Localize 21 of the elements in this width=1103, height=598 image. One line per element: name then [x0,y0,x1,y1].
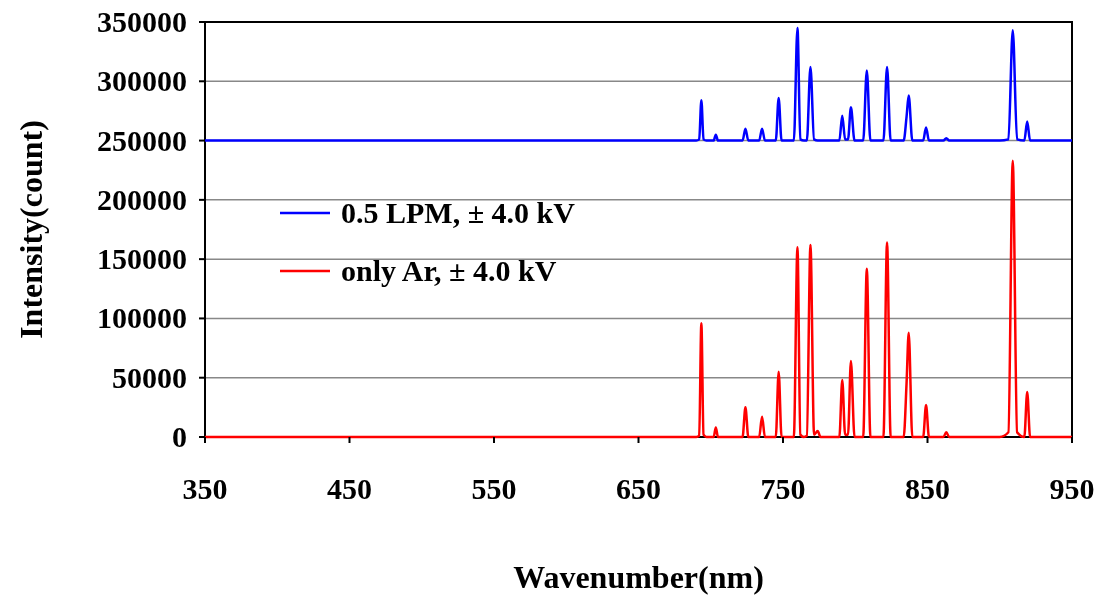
line-series [203,159,1074,439]
y-tick-label: 350000 [97,5,187,38]
y-axis-title: Intensity(count) [13,120,49,339]
y-tick-label: 300000 [97,64,187,98]
x-tick-label: 950 [1049,472,1095,505]
x-tick-label: 350 [182,472,228,505]
y-tick-label: 250000 [97,123,187,157]
x-tick-label: 850 [905,472,950,505]
x-tick-label: 550 [471,472,517,505]
legend-label: only Ar, ± 4.0 kV [341,254,557,287]
y-tick-label: 200000 [97,182,187,216]
x-axis-title: Wavenumber(nm) [513,559,764,595]
y-tick-label: 0 [172,420,187,453]
x-tick-label: 750 [760,472,806,505]
x-tick-label: 650 [616,472,661,505]
x-tick-label: 450 [327,472,372,505]
y-tick-label: 50000 [112,360,187,394]
line-series [203,26,1074,142]
y-tick-label: 150000 [97,242,187,276]
legend-label: 0.5 LPM, ± 4.0 kV [341,196,576,229]
y-tick-label: 100000 [97,301,187,335]
